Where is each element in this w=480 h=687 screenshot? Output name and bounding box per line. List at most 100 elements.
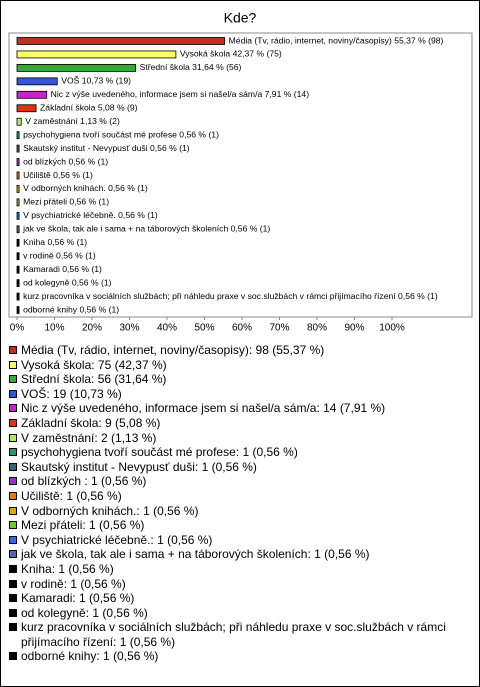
- x-tick-label: 90%: [344, 323, 364, 334]
- x-tick-label: 10%: [44, 323, 64, 334]
- bar: [16, 211, 20, 220]
- bar-label: odborné knihy 0,56 % (1): [23, 304, 119, 314]
- x-tick-label: 40%: [157, 323, 177, 334]
- bar: [16, 117, 22, 126]
- legend-label: Kamaradi: 1 (0,56 %): [21, 591, 135, 606]
- x-tick-label: 100%: [379, 323, 405, 334]
- legend-swatch: [9, 389, 17, 398]
- bar-label: V psychiatrické léčebně. 0,56 % (1): [23, 210, 158, 220]
- bar: [16, 265, 20, 274]
- x-tick-label: 50%: [194, 323, 214, 334]
- bar: [16, 50, 177, 59]
- bar: [16, 77, 58, 86]
- bar-label: Kniha 0,56 % (1): [23, 237, 87, 247]
- legend-item: Základní škola: 9 (5,08 %): [9, 416, 471, 431]
- legend-item: v rodině: 1 (0,56 %): [9, 577, 471, 592]
- legend-item: VOŠ: 19 (10,73 %): [9, 387, 471, 402]
- legend-label: v rodině: 1 (0,56 %): [21, 576, 126, 591]
- legend-item: od kolegyně: 1 (0,56 %): [9, 606, 471, 621]
- x-tick-label: 60%: [232, 323, 252, 334]
- chart-title: Kde?: [224, 10, 257, 26]
- bar-label: Mezi přáteli 0,56 % (1): [23, 197, 109, 207]
- legend-label: Nic z výše uvedeného, informace jsem si …: [21, 401, 386, 416]
- legend-item: V psychiatrické léčebně.: 1 (0,56 %): [9, 533, 471, 548]
- legend-label: V psychiatrické léčebně.: 1 (0,56 %): [21, 532, 213, 547]
- chart: Kde? 0% 10% 20% 30% 40% 50% 60% 70% 80% 90% 100% Mé…: [8, 10, 473, 334]
- legend-item: Nic z výše uvedeného, informace jsem si …: [9, 401, 471, 416]
- bar-label: VOŠ 10,73 % (19): [61, 76, 131, 86]
- x-tick-label: 30%: [119, 323, 139, 334]
- bar: [16, 104, 37, 113]
- bar-label: jak ve škola, tak ale i sama + na táboro…: [22, 224, 270, 234]
- legend-swatch: [9, 608, 17, 617]
- legend-item: kurz pracovníka v sociálních službách; p…: [9, 620, 471, 649]
- bar: [16, 37, 226, 45]
- legend-swatch: [9, 433, 17, 442]
- bar-label: Skautský institut - Nevypusť duši 0,56 %…: [23, 143, 190, 153]
- legend-item: V odborných knihách.: 1 (0,56 %): [9, 504, 471, 519]
- x-tick-label: 70%: [269, 323, 289, 334]
- bar: [16, 198, 20, 207]
- legend-swatch: [9, 346, 17, 354]
- bar: [16, 64, 137, 72]
- bar-label: Média (Tv, rádio, internet, noviny/časop…: [229, 35, 444, 45]
- bar: [16, 185, 20, 193]
- bar-label: Nic z výše uvedeného, informace jsem si …: [51, 89, 310, 99]
- bar-label: od blízkých 0,56 % (1): [23, 156, 108, 166]
- plot-area: [8, 32, 473, 318]
- legend-swatch: [9, 652, 17, 661]
- bar: [16, 306, 20, 314]
- bar-label: kurz pracovníka v sociálních službách; p…: [23, 291, 438, 301]
- bar-label: V zaměstnání 1,13 % (2): [25, 116, 120, 126]
- legend-item: Vysoká škola: 75 (42,37 %): [9, 358, 471, 373]
- legend-swatch: [9, 521, 17, 530]
- legend-swatch: [9, 564, 17, 573]
- legend-label: od kolegyně: 1 (0,56 %): [21, 605, 148, 620]
- legend-item: odborné knihy: 1 (0,56 %): [9, 649, 471, 664]
- bar: [16, 171, 20, 180]
- legend-item: Učiliště: 1 (0,56 %): [9, 489, 471, 504]
- bar: [16, 144, 20, 153]
- legend-swatch: [9, 477, 17, 486]
- legend-label: Média (Tv, rádio, internet, noviny/časop…: [21, 343, 325, 357]
- bar-label: od kolegyně 0,56 % (1): [23, 277, 112, 287]
- bar-label: Základní škola 5,08 % (9): [40, 103, 138, 113]
- legend-item: Mezi přáteli: 1 (0,56 %): [9, 518, 471, 533]
- legend-item: Kamaradi: 1 (0,56 %): [9, 591, 471, 606]
- legend-label: Učiliště: 1 (0,56 %): [21, 488, 122, 503]
- bar-label: psychohygiena tvoří součást mé profese 0…: [23, 129, 219, 139]
- legend-item: psychohygiena tvoří součást mé profese: …: [9, 445, 471, 460]
- legend-swatch: [9, 550, 17, 559]
- legend-swatch: [9, 623, 17, 632]
- legend-item: od blízkých : 1 (0,56 %): [9, 474, 471, 489]
- legend-label: V odborných knihách.: 1 (0,56 %): [21, 503, 199, 518]
- legend-swatch: [9, 375, 17, 384]
- legend-item: jak ve škola, tak ale i sama + na táboro…: [9, 547, 471, 562]
- legend-label: Střední škola: 56 (31,64 %): [21, 372, 167, 387]
- legend-label: odborné knihy: 1 (0,56 %): [21, 649, 159, 664]
- legend-swatch: [9, 594, 17, 603]
- legend-label: od blízkých : 1 (0,56 %): [21, 474, 147, 489]
- legend-swatch: [9, 448, 17, 457]
- legend-swatch: [9, 418, 17, 427]
- legend-item: Kniha: 1 (0,56 %): [9, 562, 471, 577]
- legend-label: psychohygiena tvoří součást mé profese: …: [21, 445, 298, 460]
- legend-swatch: [9, 535, 17, 544]
- bar: [16, 238, 20, 247]
- bar: [16, 158, 20, 166]
- legend-swatch: [9, 404, 17, 413]
- x-tick-label: 0%: [10, 323, 25, 334]
- bar-label: V odborných knihách. 0,56 % (1): [23, 183, 148, 193]
- legend-label: VOŠ: 19 (10,73 %): [21, 386, 122, 401]
- bar: [16, 292, 20, 301]
- legend-item: V zaměstnání: 2 (1,13 %): [9, 431, 471, 446]
- legend-label: V zaměstnání: 2 (1,13 %): [21, 430, 157, 445]
- bar-label: Vysoká škola 42,37 % (75): [180, 49, 282, 59]
- bar: [16, 90, 48, 99]
- legend-swatch: [9, 506, 17, 515]
- legend-item: Skautský institut - Nevypusť duši: 1 (0,…: [9, 460, 471, 475]
- bar-label: v rodině 0,56 % (1): [23, 250, 96, 260]
- legend-swatch: [9, 360, 17, 369]
- legend-label: kurz pracovníka v sociálních službách; p…: [21, 620, 446, 649]
